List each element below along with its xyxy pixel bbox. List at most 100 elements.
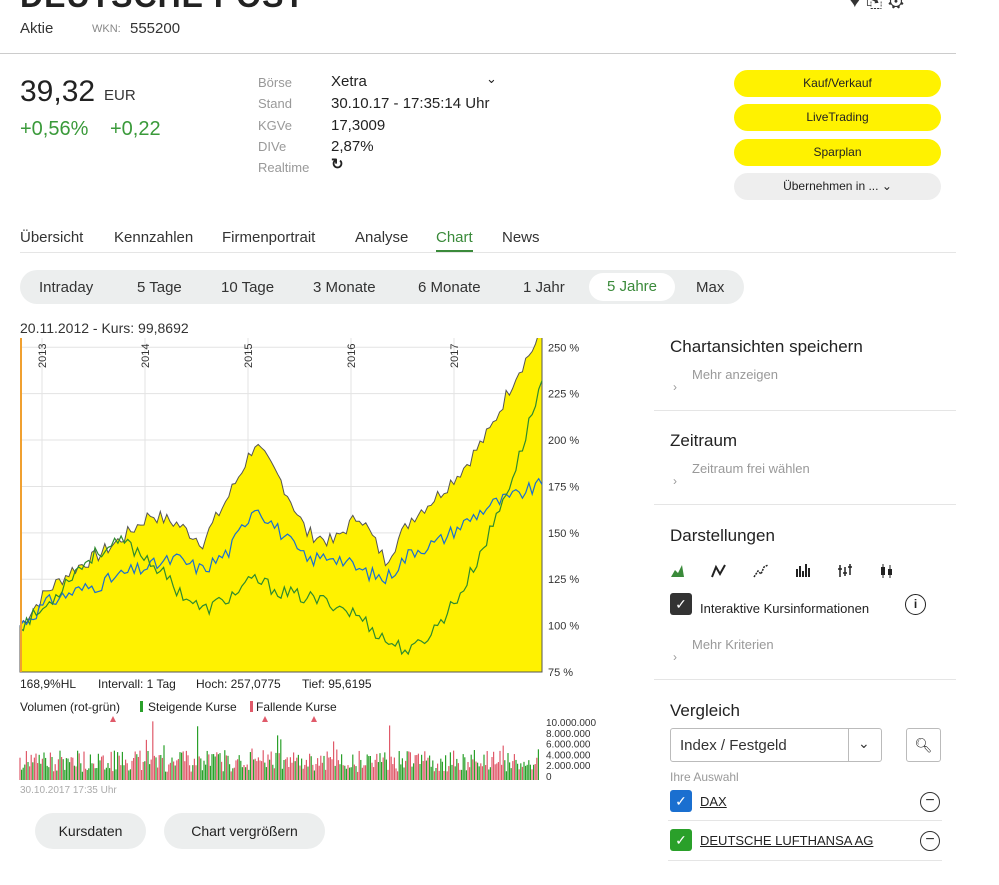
zeitraum-link[interactable]: Zeitraum frei wählen — [692, 461, 810, 476]
change-percent: +0,56% — [20, 118, 89, 140]
line-chart-icon[interactable] — [711, 564, 726, 578]
interaktiv-checkbox[interactable]: ✓ — [670, 593, 692, 615]
candlestick-icon[interactable] — [881, 564, 892, 578]
page-title: DEUTSCHE POST — [20, 0, 305, 15]
volume-overflow-marker — [262, 716, 268, 722]
livetrading-button[interactable]: LiveTrading — [734, 104, 941, 131]
kgve-value: 17,3009 — [331, 117, 386, 134]
stand-value: 30.10.17 - 17:35:14 Uhr — [331, 95, 490, 112]
compare-dax[interactable]: DAX — [700, 794, 727, 809]
ihre-auswahl-label: Ihre Auswahl — [670, 770, 739, 784]
interaktiv-label: Interaktive Kursinformationen — [700, 601, 870, 616]
chevron-right-icon: › — [673, 380, 677, 394]
zeitraum-title: Zeitraum — [670, 431, 738, 450]
chart-crosshair-info: 20.11.2012 - Kurs: 99,8692 — [20, 320, 189, 336]
range-1-jahr[interactable]: 1 Jahr — [523, 279, 565, 296]
darstellungen-title: Darstellungen — [670, 526, 775, 545]
realtime-label: Realtime — [258, 160, 310, 175]
year-label: 2015 — [243, 344, 255, 368]
divider — [668, 860, 942, 861]
kursdaten-button[interactable]: Kursdaten — [35, 813, 146, 849]
price: 39,32 — [20, 75, 96, 108]
dax-checkbox[interactable]: ✓ — [670, 790, 692, 812]
year-label: 2014 — [140, 344, 152, 368]
price-chart[interactable]: 250 % 225 % 200 % 175 % 150 % 125 % 100 % 75 % 2… — [18, 338, 618, 683]
ohlc-bars-icon[interactable] — [838, 564, 852, 577]
volume-tick-label: 2.000.000 — [546, 761, 591, 772]
series-line-dax — [19, 477, 543, 627]
select-divider — [848, 729, 849, 761]
vergleich-title: Vergleich — [670, 701, 740, 720]
buy-sell-button[interactable]: Kauf/Verkauf — [734, 70, 941, 97]
stand-label: Stand — [258, 96, 292, 111]
stat-hoch: Hoch: 257,0775 — [196, 677, 281, 691]
info-icon[interactable]: i — [905, 594, 926, 615]
stat-hl: 168,9%HL — [20, 677, 77, 691]
divider — [0, 53, 956, 54]
refresh-icon[interactable]: ↻ — [331, 156, 344, 173]
sparplan-button[interactable]: Sparplan — [734, 139, 941, 166]
uebernehmen-button[interactable]: Übernehmen in ... ⌄ — [734, 173, 941, 200]
chevron-down-icon[interactable]: ⌄ — [858, 735, 870, 751]
range-max[interactable]: Max — [696, 279, 725, 296]
range-5-tage[interactable]: 5 Tage — [137, 279, 182, 296]
volume-tick-label: 10.000.000 — [546, 718, 596, 729]
range-5-jahre[interactable]: 5 Jahre — [589, 273, 675, 301]
year-label: 2017 — [449, 344, 461, 368]
bar-chart-icon[interactable] — [796, 564, 810, 577]
divider — [654, 679, 956, 680]
range-intraday[interactable]: Intraday — [39, 279, 94, 296]
chevron-right-icon: › — [673, 474, 677, 488]
dive-value: 2,87% — [331, 138, 374, 155]
divider — [668, 820, 942, 821]
chevron-right-icon: › — [673, 650, 677, 664]
security-type: Aktie — [20, 20, 54, 37]
mehr-kriterien-link[interactable]: Mehr Kriterien — [692, 637, 774, 652]
volume-tick-label: 4.000.000 — [546, 750, 591, 761]
remove-lufthansa-icon[interactable]: − — [920, 831, 940, 851]
year-label: 2016 — [346, 344, 358, 368]
search-button[interactable]: 🔍︎ — [906, 728, 941, 762]
chart-vergroessern-button[interactable]: Chart vergrößern — [164, 813, 325, 849]
volume-timestamp: 30.10.2017 17:35 Uhr — [20, 785, 117, 796]
wkn-value: 555200 — [130, 20, 181, 37]
chevron-down-icon: ⌄ — [881, 179, 892, 193]
chevron-down-icon: ⌄ — [486, 71, 497, 86]
rising-swatch — [140, 701, 143, 712]
tab-news[interactable]: News — [502, 229, 540, 246]
year-label: 2013 — [37, 344, 49, 368]
y-tick-label: 75 % — [548, 667, 573, 679]
compare-select[interactable] — [670, 728, 882, 762]
volume-overflow-marker — [311, 716, 317, 722]
tab-chart[interactable]: Chart — [436, 229, 473, 252]
boerse-select[interactable]: Xetra ⌄ — [331, 71, 497, 90]
volume-tick-label: 0 — [546, 772, 552, 783]
volume-tick-label: 8.000.000 — [546, 729, 591, 740]
y-tick-label: 200 % — [548, 435, 579, 447]
divider — [654, 504, 956, 505]
compare-lufthansa[interactable]: DEUTSCHE LUFTHANSA AG — [700, 833, 874, 848]
ohlc-line-icon[interactable] — [753, 564, 769, 578]
currency: EUR — [104, 87, 136, 104]
stat-interval: Intervall: 1 Tag — [98, 677, 176, 691]
tab-analyse[interactable]: Analyse — [355, 229, 409, 246]
range-10-tage[interactable]: 10 Tage — [221, 279, 275, 296]
header-icons[interactable]: ♥ ⎘ ⚙ — [848, 0, 904, 12]
mehr-anzeigen-link[interactable]: Mehr anzeigen — [692, 367, 778, 382]
stat-tief: Tief: 95,6195 — [302, 677, 372, 691]
wkn-label: WKN: — [92, 23, 121, 35]
range-6-monate[interactable]: 6 Monate — [418, 279, 481, 296]
remove-dax-icon[interactable]: − — [920, 792, 940, 812]
lufthansa-checkbox[interactable]: ✓ — [670, 829, 692, 851]
mountain-chart-icon[interactable] — [671, 565, 684, 577]
search-icon: 🔍︎ — [914, 737, 933, 753]
tab-firmenportrait[interactable]: Firmenportrait — [222, 229, 316, 246]
y-tick-label: 225 % — [548, 389, 579, 401]
kgve-label: KGVe — [258, 118, 292, 133]
tab-uebersicht[interactable]: Übersicht — [20, 229, 84, 246]
tabs-divider — [20, 252, 956, 253]
boerse-label: Börse — [258, 75, 292, 90]
y-tick-label: 150 % — [548, 528, 579, 540]
tab-kennzahlen[interactable]: Kennzahlen — [114, 229, 194, 246]
range-3-monate[interactable]: 3 Monate — [313, 279, 376, 296]
